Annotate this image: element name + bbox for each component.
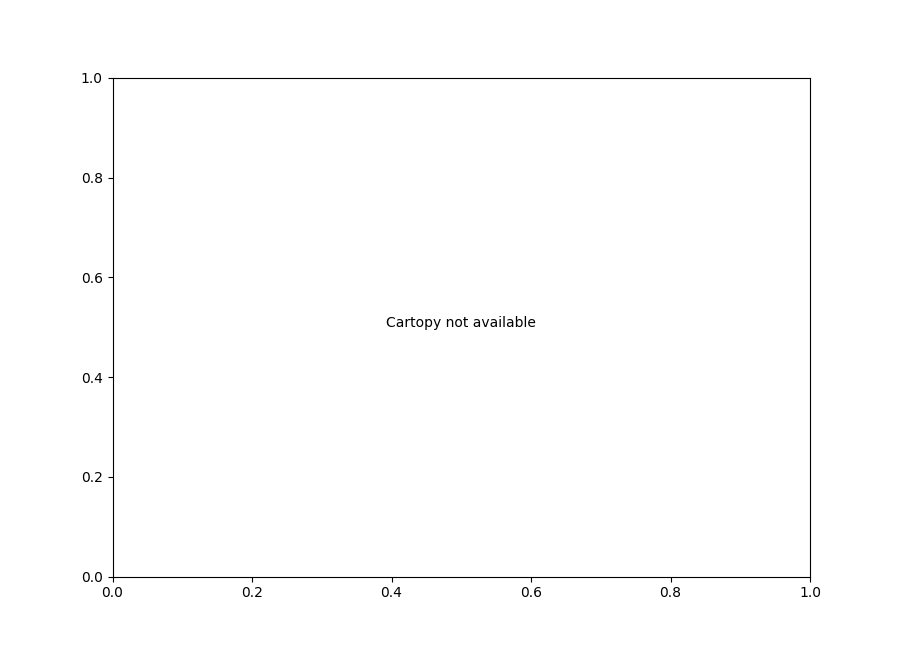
Text: Cartopy not available: Cartopy not available [386,316,536,330]
